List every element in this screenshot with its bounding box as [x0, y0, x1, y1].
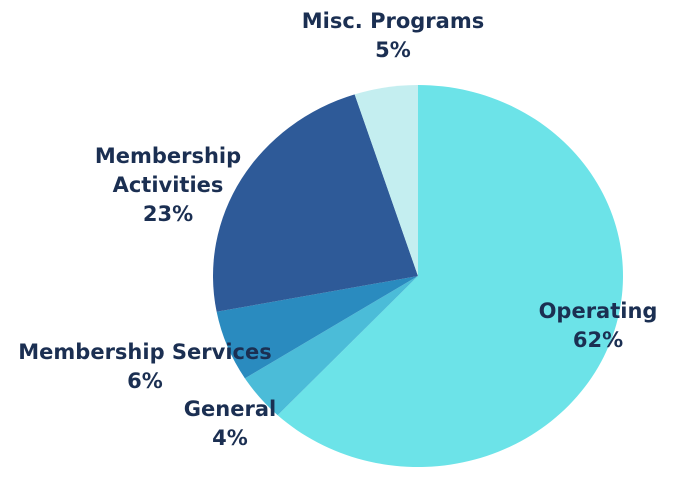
slice-value: 5%: [375, 38, 411, 62]
pie-slice: [216, 276, 418, 379]
slice-value: 62%: [572, 328, 624, 352]
pie-slice: [354, 85, 418, 276]
slice-name: Operating: [538, 299, 658, 323]
pie-slice: [277, 85, 624, 467]
slice-name: Misc. Programs: [301, 9, 485, 33]
slice-value: 23%: [142, 202, 194, 226]
slice-value: 4%: [212, 426, 248, 450]
pie-slice: [213, 94, 418, 312]
slice-label: Operating 62%: [518, 297, 678, 355]
slice-label: Membership Activities 23%: [78, 142, 258, 229]
slice-label: General 4%: [150, 395, 310, 453]
slice-name: Membership Activities: [94, 144, 242, 197]
slice-value: 6%: [127, 369, 163, 393]
slice-label: Membership Services 6%: [0, 338, 295, 396]
pie-slice: [244, 276, 418, 416]
slice-label: Misc. Programs 5%: [283, 7, 503, 65]
slice-name: General: [183, 397, 277, 421]
slice-name: Membership Services: [18, 340, 272, 364]
